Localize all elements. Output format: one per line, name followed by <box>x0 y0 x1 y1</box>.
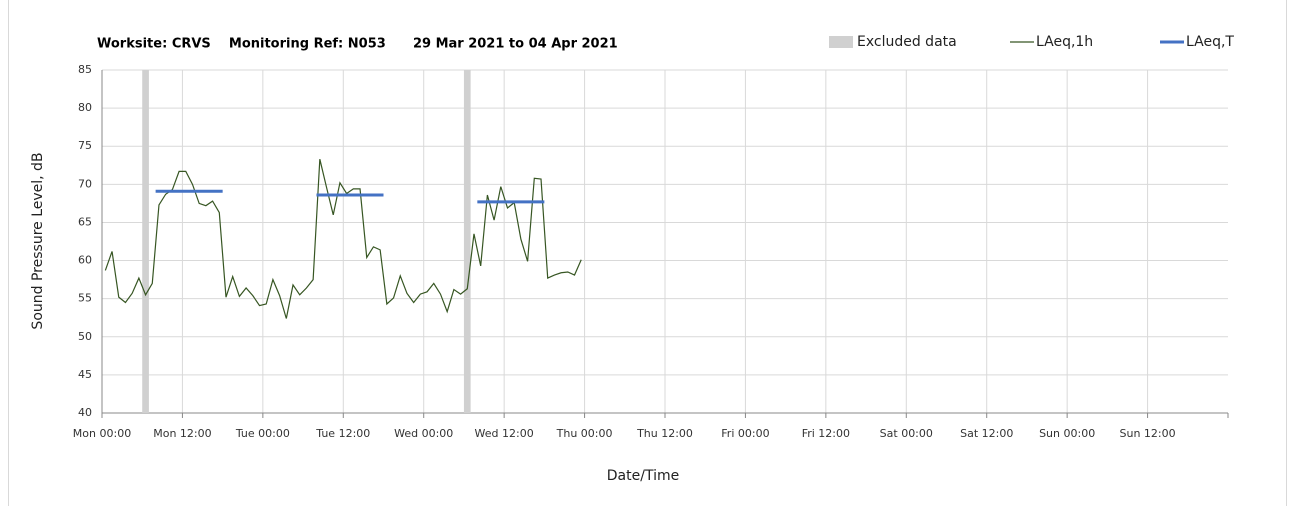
legend-label: LAeq,1h <box>1036 34 1093 50</box>
x-tick-label: Mon 12:00 <box>153 427 211 440</box>
y-tick-label: 65 <box>78 215 92 228</box>
y-axis-title: Sound Pressure Level, dB <box>30 152 46 329</box>
legend-swatch <box>829 36 853 48</box>
x-tick-label: Sat 12:00 <box>960 427 1013 440</box>
y-tick-label: 85 <box>78 63 92 76</box>
y-tick-label: 55 <box>78 292 92 305</box>
legend-label: Excluded data <box>857 34 957 50</box>
x-tick-label: Tue 00:00 <box>235 427 290 440</box>
excluded-band <box>463 70 471 413</box>
series-line <box>104 159 582 319</box>
x-tick-label: Tue 12:00 <box>315 427 370 440</box>
x-tick-label: Wed 12:00 <box>475 427 534 440</box>
x-tick-label: Sun 12:00 <box>1120 427 1176 440</box>
x-tick-label: Wed 00:00 <box>394 427 453 440</box>
legend-label: LAeq,T <box>1186 34 1234 50</box>
y-tick-label: 40 <box>78 406 92 419</box>
y-tick-label: 75 <box>78 139 92 152</box>
y-tick-label: 80 <box>78 101 92 114</box>
y-tick-label: 45 <box>78 368 92 381</box>
y-tick-label: 70 <box>78 177 92 190</box>
y-tick-label: 60 <box>78 254 92 267</box>
x-tick-label: Fri 00:00 <box>721 427 769 440</box>
x-tick-label: Thu 12:00 <box>636 427 693 440</box>
x-tick-label: Sun 00:00 <box>1039 427 1095 440</box>
excluded-band <box>142 70 149 413</box>
x-axis-title: Date/Time <box>607 468 679 484</box>
chart-title: Worksite: CRVS Monitoring Ref: N053 29 M… <box>97 37 618 52</box>
y-tick-label: 50 <box>78 330 92 343</box>
x-tick-label: Mon 00:00 <box>73 427 131 440</box>
x-tick-label: Sat 00:00 <box>880 427 933 440</box>
x-tick-label: Thu 00:00 <box>556 427 613 440</box>
x-tick-label: Fri 12:00 <box>802 427 850 440</box>
